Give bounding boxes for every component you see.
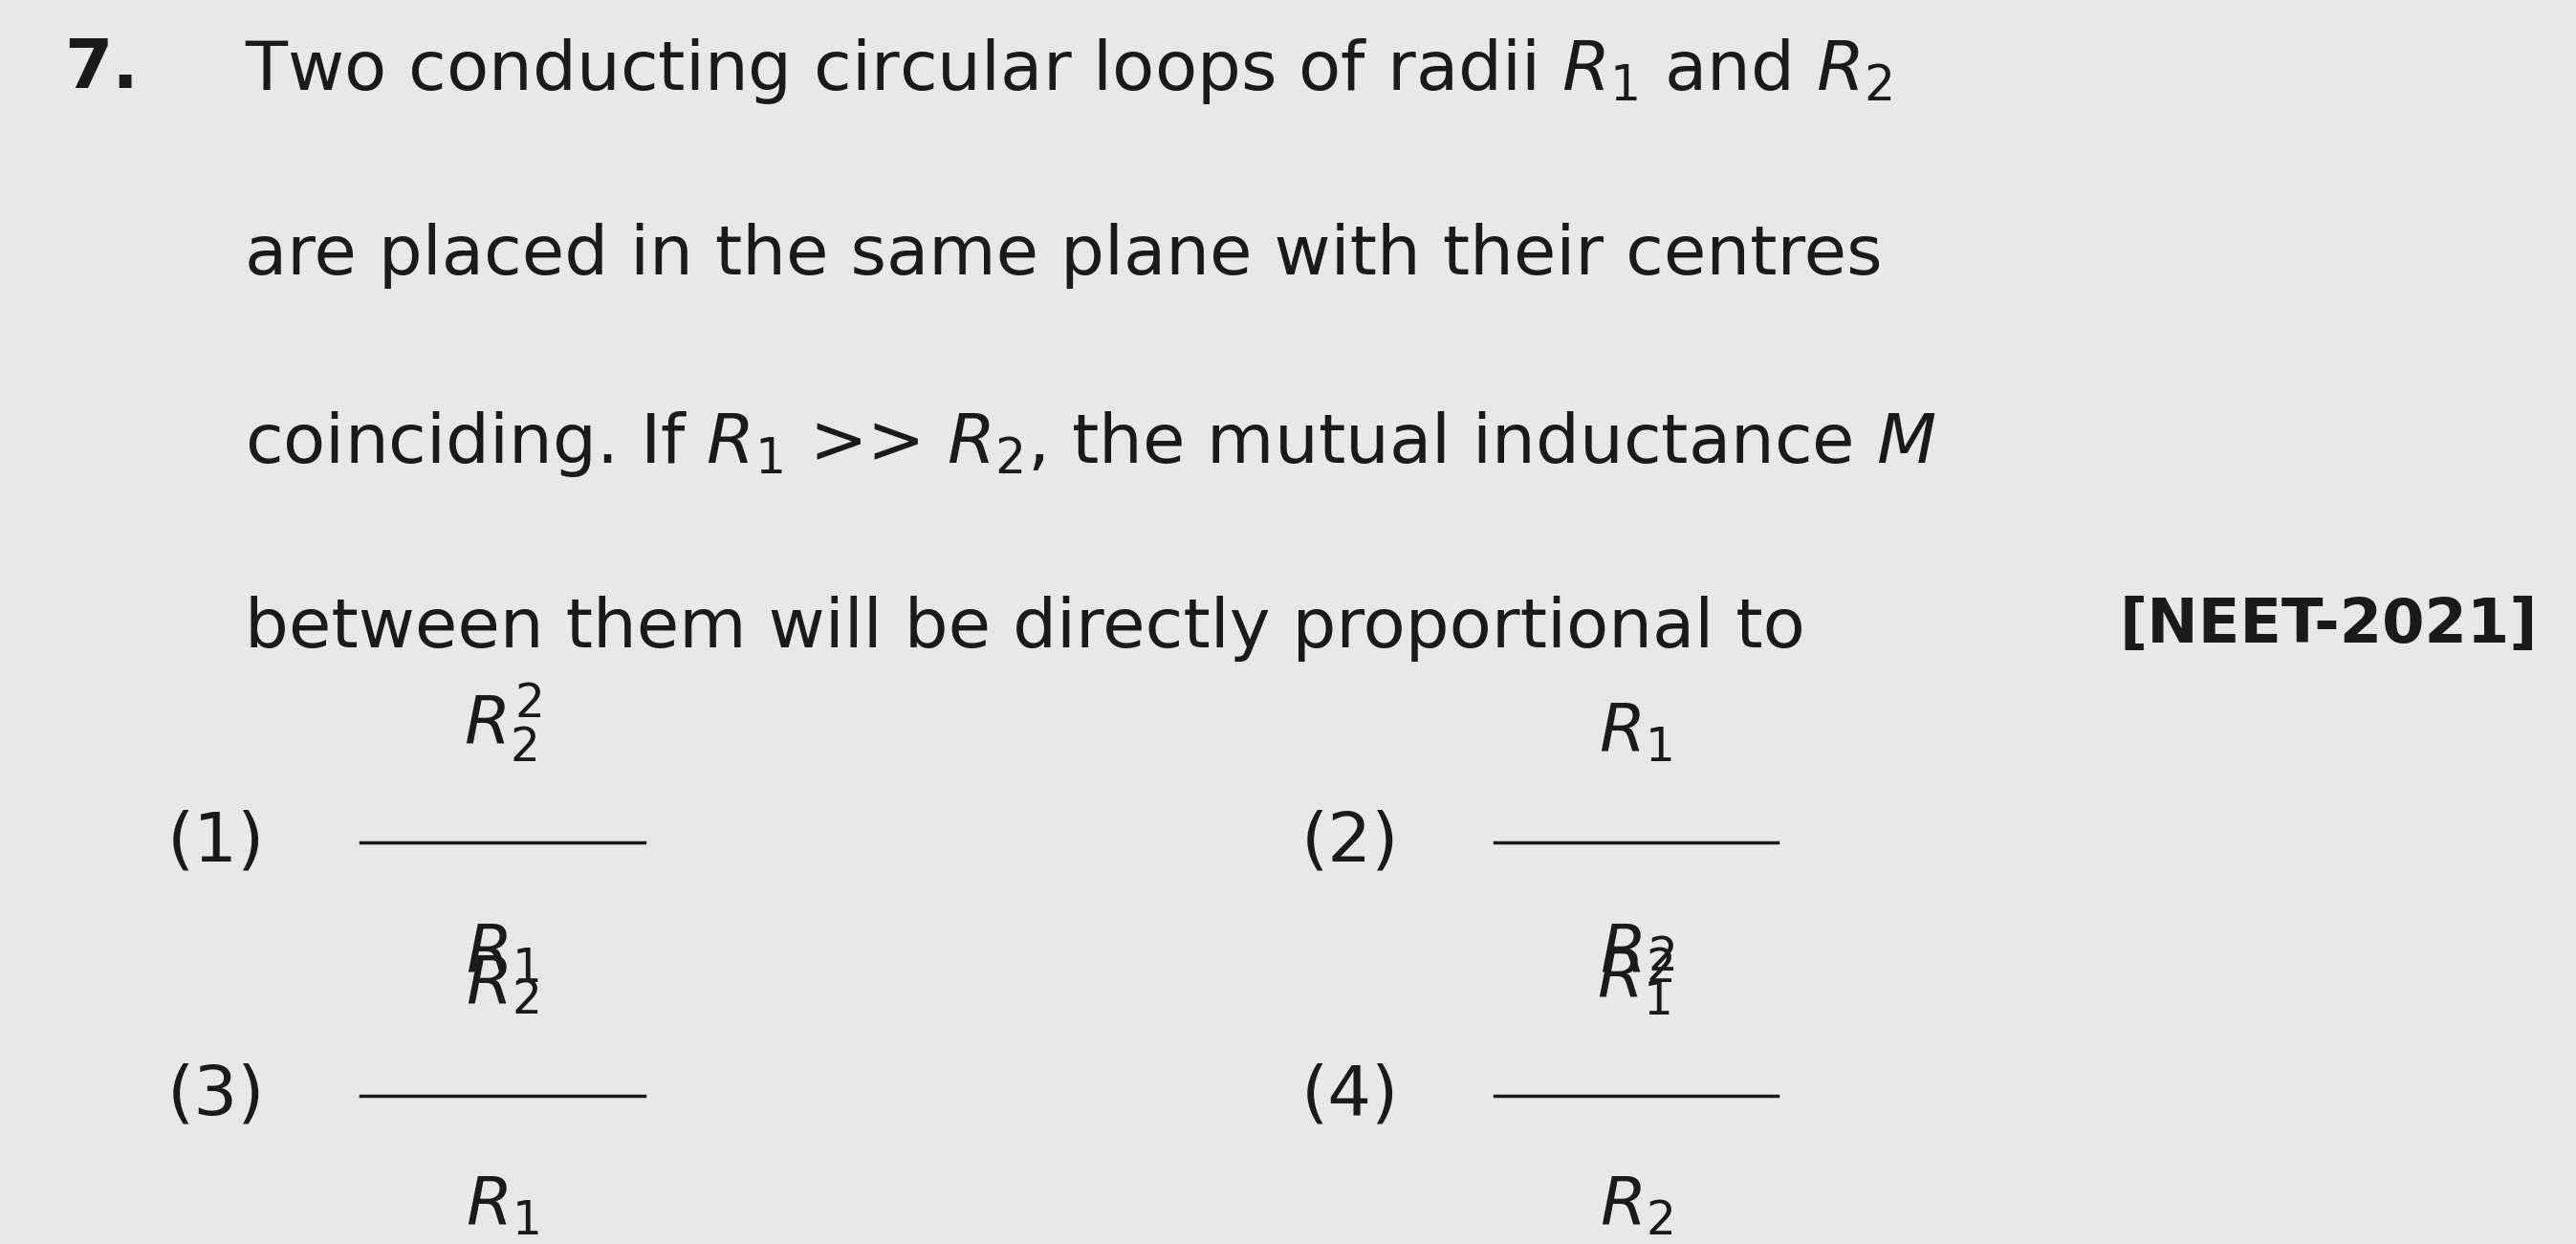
Text: $R_2$: $R_2$ bbox=[1600, 1174, 1672, 1238]
Text: $R_2$: $R_2$ bbox=[466, 953, 538, 1018]
Text: $R_1$: $R_1$ bbox=[1600, 700, 1672, 765]
Text: Two conducting circular loops of radii $R_1$ and $R_2$: Two conducting circular loops of radii $… bbox=[245, 36, 1893, 106]
Text: $R_1$: $R_1$ bbox=[466, 921, 538, 985]
Text: $R_1^2$: $R_1^2$ bbox=[1597, 934, 1674, 1018]
Text: $R_1$: $R_1$ bbox=[466, 1174, 538, 1238]
Text: are placed in the same plane with their centres: are placed in the same plane with their … bbox=[245, 223, 1883, 289]
Text: (1): (1) bbox=[167, 810, 265, 876]
Text: $R_2$: $R_2$ bbox=[1600, 921, 1672, 985]
Text: (3): (3) bbox=[167, 1062, 265, 1128]
Text: coinciding. If $R_1$ >> $R_2$, the mutual inductance $M$: coinciding. If $R_1$ >> $R_2$, the mutua… bbox=[245, 409, 1937, 479]
Text: $R_2^2$: $R_2^2$ bbox=[464, 682, 541, 765]
Text: between them will be directly proportional to: between them will be directly proportion… bbox=[245, 596, 1806, 662]
Text: (4): (4) bbox=[1301, 1062, 1399, 1128]
Text: [NEET-2021]: [NEET-2021] bbox=[2120, 596, 2537, 656]
Text: 7.: 7. bbox=[64, 36, 139, 102]
Text: (2): (2) bbox=[1301, 810, 1399, 876]
